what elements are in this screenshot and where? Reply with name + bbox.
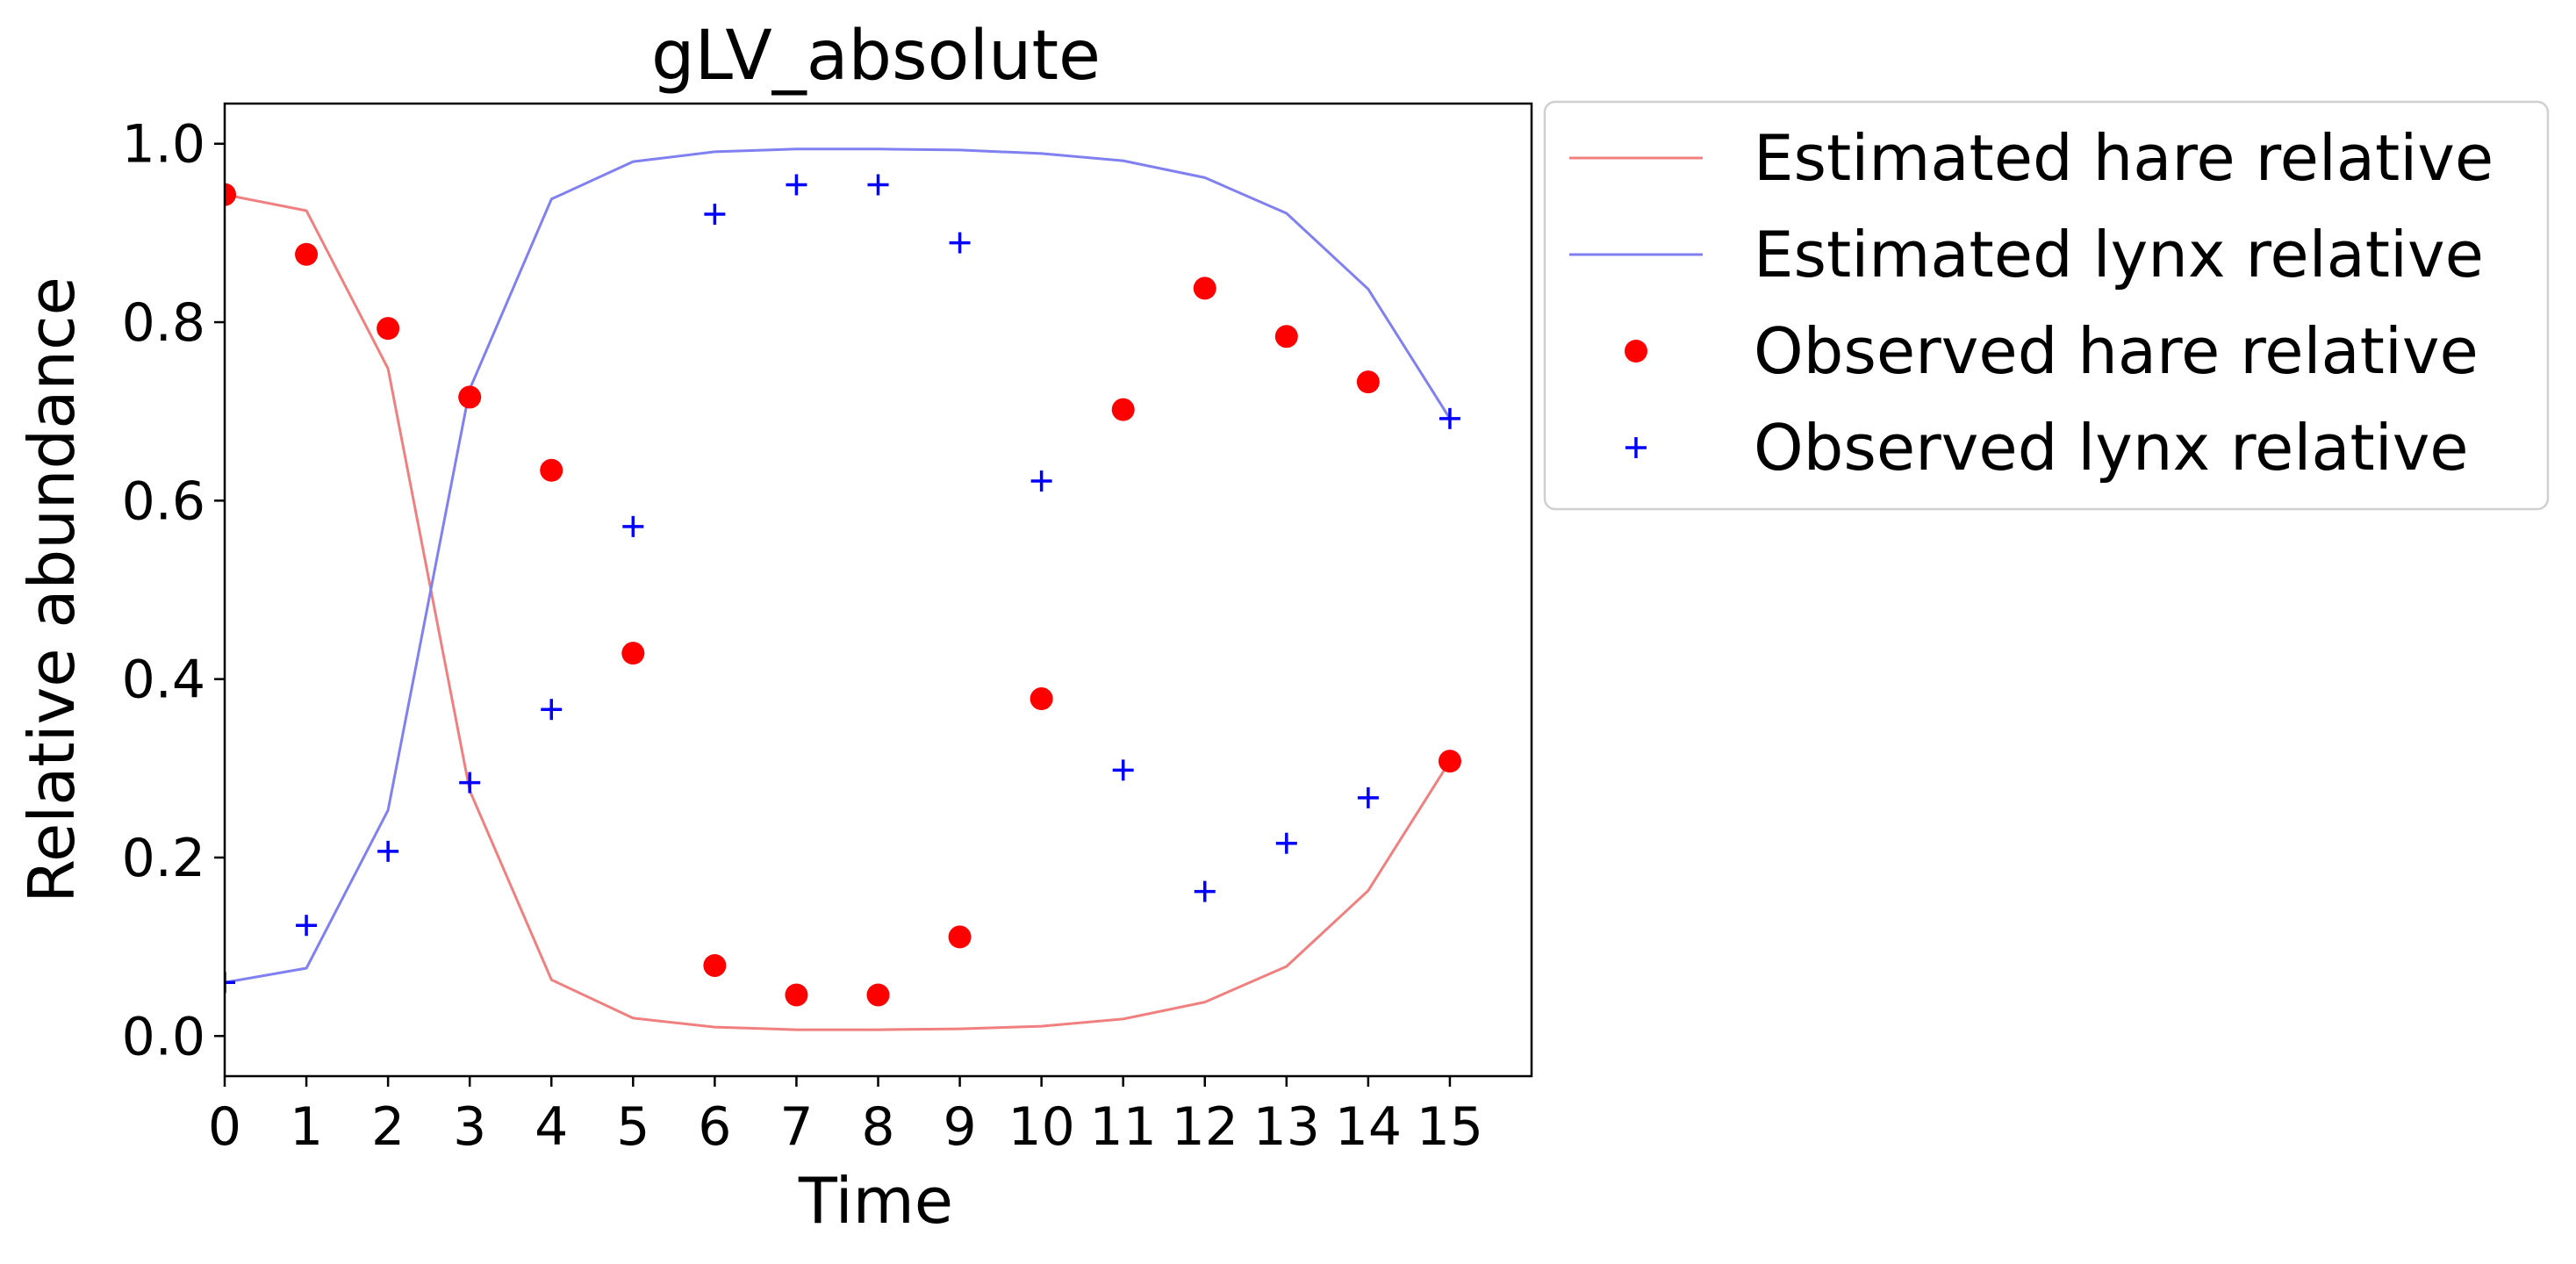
x-tick-label: 4 — [535, 1096, 568, 1158]
x-axis-label: Time — [798, 1164, 953, 1238]
x-axis: 0 1 2 3 4 5 6 7 8 9 10 11 12 13 14 15 — [208, 1076, 1483, 1158]
legend-item-estimated-lynx-relative: Estimated lynx relative — [1569, 218, 2484, 291]
observed-hare-relative-point — [540, 458, 563, 482]
plot-frame — [223, 102, 1533, 1078]
x-tick-label: 8 — [861, 1096, 894, 1158]
observed-hare-relative-point — [1111, 398, 1135, 421]
x-tick-label: 6 — [698, 1096, 731, 1158]
observed-hare-relative-point — [703, 953, 727, 977]
x-tick-label: 2 — [371, 1096, 405, 1158]
observed-lynx-relative-point — [1030, 470, 1052, 492]
x-tick-label: 7 — [779, 1096, 813, 1158]
x-tick-label: 3 — [453, 1096, 486, 1158]
observed-lynx-relative-point — [786, 174, 807, 196]
estimated-hare-relative-line — [225, 193, 1452, 1031]
legend-frame — [1543, 100, 2550, 511]
x-tick-label: 15 — [1417, 1096, 1483, 1158]
observed-hare-relative-point — [1274, 325, 1298, 348]
observed-lynx-relative-point — [1275, 832, 1297, 854]
x-tick-label: 1 — [290, 1096, 323, 1158]
x-tick-label: 11 — [1090, 1096, 1157, 1158]
y-tick-label: 0.0 — [122, 1006, 205, 1067]
legend: Estimated hare relative Estimated lynx re… — [1543, 100, 2550, 511]
observed-lynx-relative-point — [704, 204, 726, 226]
x-tick-label: 14 — [1335, 1096, 1402, 1158]
observed-hare-relative-point — [1356, 370, 1380, 394]
y-tick-label: 1.0 — [122, 114, 205, 176]
observed-lynx-relative-point — [1439, 407, 1460, 429]
x-tick-label: 0 — [208, 1096, 241, 1158]
observed-hare-relative-point — [785, 983, 808, 1007]
observed-hare-relative-point — [225, 183, 236, 206]
plot-series — [225, 147, 1461, 1031]
legend-item-estimated-hare-relative: Estimated hare relative — [1569, 121, 2493, 195]
observed-lynx-relative-point — [622, 515, 644, 537]
legend-label: Observed hare relative — [1754, 314, 2479, 388]
observed-hare-relative-point — [948, 925, 972, 949]
estimated-lynx-relative-line — [225, 147, 1452, 984]
y-tick-label: 0.6 — [122, 470, 205, 532]
observed-hare-relative-point — [866, 983, 890, 1007]
observed-lynx-relative-point — [459, 772, 481, 794]
observed-hare-relative-point — [458, 385, 482, 409]
plot-area — [225, 147, 1461, 1031]
observed-lynx-relative-point — [867, 174, 889, 196]
legend-item-observed-lynx-relative: Observed lynx relative — [1625, 411, 2469, 485]
observed-hare-relative-point — [1438, 750, 1461, 773]
legend-label: Estimated lynx relative — [1754, 218, 2484, 291]
observed-hare-relative-point — [1030, 687, 1053, 711]
observed-lynx-relative-point — [949, 232, 971, 254]
y-tick-label: 0.8 — [122, 292, 205, 354]
observed-lynx-relative-point — [225, 972, 235, 994]
observed-lynx-relative-point — [1194, 880, 1216, 902]
legend-label: Observed lynx relative — [1754, 411, 2469, 485]
observed-hare-relative-point — [295, 242, 319, 266]
chart-title: gLV_absolute — [651, 17, 1101, 96]
legend-swatch — [1625, 437, 1647, 458]
observed-lynx-relative-point — [541, 699, 563, 721]
x-tick-label: 9 — [943, 1096, 976, 1158]
legend-item-observed-hare-relative: Observed hare relative — [1625, 314, 2479, 388]
y-tick-label: 0.2 — [122, 828, 205, 889]
x-tick-label: 12 — [1172, 1096, 1238, 1158]
x-tick-label: 10 — [1008, 1096, 1074, 1158]
observed-hare-relative-point — [377, 317, 400, 341]
observed-lynx-relative-point — [377, 840, 399, 862]
y-axis: 0.0 0.2 0.4 0.6 0.8 1.0 — [122, 114, 225, 1067]
legend-label: Estimated hare relative — [1754, 121, 2493, 195]
observed-hare-relative-point — [1193, 276, 1216, 300]
x-tick-label: 5 — [616, 1096, 649, 1158]
observed-lynx-relative-point — [1357, 786, 1379, 808]
observed-lynx-relative-point — [296, 915, 318, 937]
y-axis-label: Relative abundance — [15, 276, 89, 903]
x-tick-label: 13 — [1253, 1096, 1320, 1158]
legend-swatch — [1625, 340, 1647, 363]
y-tick-label: 0.4 — [122, 650, 205, 711]
observed-lynx-relative-point — [1112, 759, 1134, 781]
observed-hare-relative-point — [621, 642, 645, 665]
